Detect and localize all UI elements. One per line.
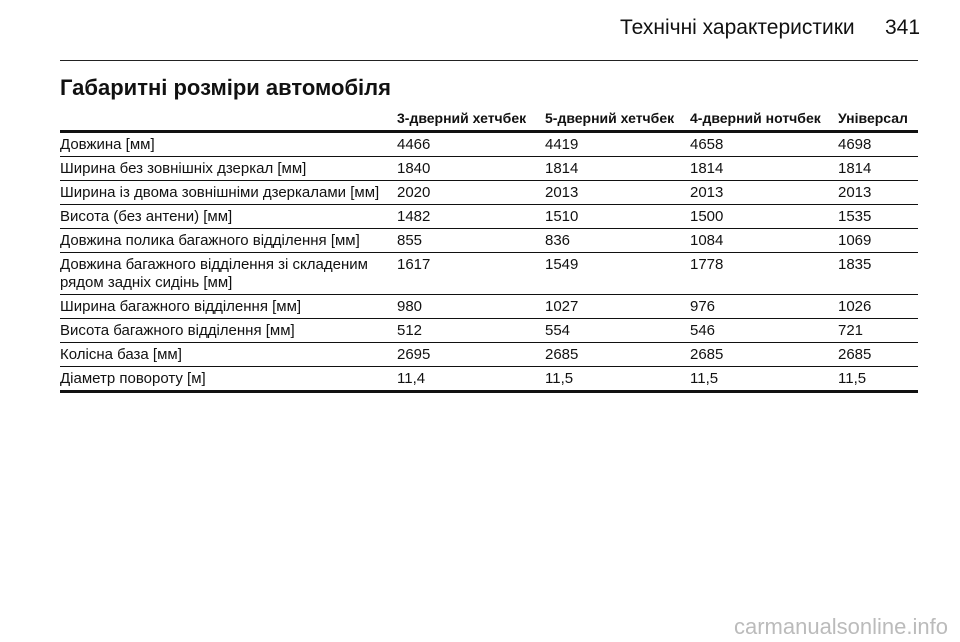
cell-value: 1084 bbox=[690, 228, 838, 253]
table-row: Довжина полика багажного відділення [мм]… bbox=[60, 228, 918, 253]
column-header: Універсал bbox=[838, 108, 918, 133]
table-row: Довжина багажного відділення зі складени… bbox=[60, 252, 918, 295]
dimensions-table: 3-дверний хетчбек 5-дверний хетчбек 4-двер… bbox=[60, 108, 918, 393]
table-row: Колісна база [мм] 2695 2685 2685 2685 bbox=[60, 342, 918, 367]
cell-value: 512 bbox=[397, 318, 545, 343]
cell-value: 1835 bbox=[838, 252, 918, 295]
row-label: Довжина полика багажного відділення [мм] bbox=[60, 228, 397, 253]
cell-value: 554 bbox=[545, 318, 690, 343]
row-label: Колісна база [мм] bbox=[60, 342, 397, 367]
watermark: carmanualsonline.info bbox=[733, 614, 948, 639]
cell-value: 980 bbox=[397, 294, 545, 319]
cell-value: 855 bbox=[397, 228, 545, 253]
cell-value: 11,5 bbox=[545, 366, 690, 393]
cell-value: 721 bbox=[838, 318, 918, 343]
running-header: Технічні характеристики bbox=[620, 16, 855, 39]
cell-value: 1535 bbox=[838, 204, 918, 229]
column-header: 3-дверний хетчбек bbox=[397, 108, 545, 133]
cell-value: 4419 bbox=[545, 131, 690, 157]
table-row: Ширина із двома зовнішніми дзеркалами [м… bbox=[60, 180, 918, 205]
cell-value: 2695 bbox=[397, 342, 545, 367]
row-label: Висота (без антени) [мм] bbox=[60, 204, 397, 229]
cell-value: 4658 bbox=[690, 131, 838, 157]
table-row: Довжина [мм] 4466 4419 4658 4698 bbox=[60, 131, 918, 157]
cell-value: 1069 bbox=[838, 228, 918, 253]
cell-value: 2013 bbox=[545, 180, 690, 205]
cell-value: 11,5 bbox=[690, 366, 838, 393]
cell-value: 1814 bbox=[690, 156, 838, 181]
header-rule bbox=[60, 60, 918, 61]
cell-value: 1027 bbox=[545, 294, 690, 319]
table-row: Висота багажного відділення [мм] 512 554 54… bbox=[60, 318, 918, 343]
row-label: Довжина [мм] bbox=[60, 131, 397, 157]
table-row: Ширина багажного відділення [мм] 980 1027 9… bbox=[60, 294, 918, 319]
cell-value: 1500 bbox=[690, 204, 838, 229]
cell-value: 2685 bbox=[838, 342, 918, 367]
cell-value: 1778 bbox=[690, 252, 838, 295]
cell-value: 11,5 bbox=[838, 366, 918, 393]
table-row: Висота (без антени) [мм] 1482 1510 1500 1535 bbox=[60, 204, 918, 229]
header-row: 3-дверний хетчбек 5-дверний хетчбек 4-двер… bbox=[60, 108, 918, 133]
cell-value: 1510 bbox=[545, 204, 690, 229]
row-label: Ширина без зовнішніх дзеркал [мм] bbox=[60, 156, 397, 181]
section-title: Габаритні розміри автомобіля bbox=[60, 75, 391, 100]
row-label: Ширина багажного відділення [мм] bbox=[60, 294, 397, 319]
cell-value: 1482 bbox=[397, 204, 545, 229]
cell-value: 11,4 bbox=[397, 366, 545, 393]
cell-value: 2685 bbox=[690, 342, 838, 367]
cell-value: 4698 bbox=[838, 131, 918, 157]
cell-value: 2013 bbox=[690, 180, 838, 205]
cell-value: 2013 bbox=[838, 180, 918, 205]
row-label: Довжина багажного відділення зі складени… bbox=[60, 252, 397, 295]
corner-cell bbox=[60, 108, 397, 133]
cell-value: 1549 bbox=[545, 252, 690, 295]
table-row: Ширина без зовнішніх дзеркал [мм] 1840 181… bbox=[60, 156, 918, 181]
cell-value: 2685 bbox=[545, 342, 690, 367]
column-header: 5-дверний хетчбек bbox=[545, 108, 690, 133]
column-header: 4-дверний нотчбек bbox=[690, 108, 838, 133]
cell-value: 836 bbox=[545, 228, 690, 253]
cell-value: 1814 bbox=[545, 156, 690, 181]
row-label: Діаметр повороту [м] bbox=[60, 366, 397, 393]
cell-value: 1617 bbox=[397, 252, 545, 295]
cell-value: 976 bbox=[690, 294, 838, 319]
table-row: Діаметр повороту [м] 11,4 11,5 11,5 11,5 bbox=[60, 366, 918, 393]
row-label: Ширина із двома зовнішніми дзеркалами [м… bbox=[60, 180, 397, 205]
cell-value: 1840 bbox=[397, 156, 545, 181]
row-label: Висота багажного відділення [мм] bbox=[60, 318, 397, 343]
cell-value: 546 bbox=[690, 318, 838, 343]
cell-value: 2020 bbox=[397, 180, 545, 205]
cell-value: 1026 bbox=[838, 294, 918, 319]
page-number: 341 bbox=[885, 16, 921, 39]
cell-value: 4466 bbox=[397, 131, 545, 157]
cell-value: 1814 bbox=[838, 156, 918, 181]
